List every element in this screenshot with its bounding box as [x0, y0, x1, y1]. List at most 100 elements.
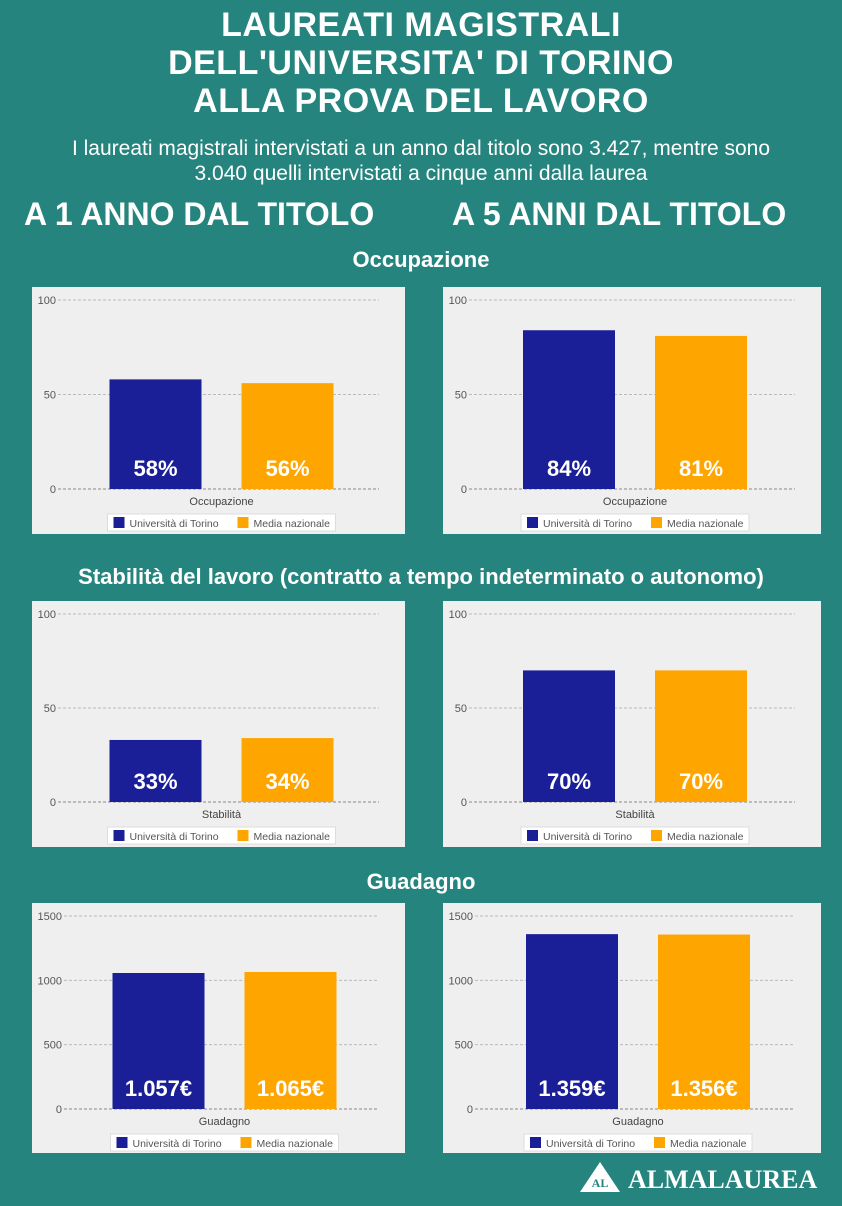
section-title-guadagno: Guadagno [366, 869, 476, 894]
bar-torino [526, 934, 618, 1109]
y-tick-label: 50 [44, 703, 56, 715]
legend-torino-label: Università di Torino [130, 831, 219, 843]
bar-nazionale [655, 670, 747, 802]
x-axis-label: Stabilità [202, 809, 242, 821]
section-title-stabilita: Stabilità del lavoro (contratto a tempo … [78, 564, 764, 589]
x-axis-label: Guadagno [612, 1116, 663, 1128]
almalaurea-logo: AL ALMALAUREA [580, 1162, 817, 1194]
y-tick-label: 0 [56, 1104, 62, 1116]
column-heading-5-years: A 5 ANNI DAL TITOLO [452, 196, 787, 232]
y-tick-label: 1000 [449, 975, 473, 987]
legend-torino-label: Università di Torino [133, 1138, 222, 1150]
page-subtitle: I laureati magistrali intervistati a un … [0, 136, 842, 186]
subtitle-line-2: 3.040 quelli intervistati a cinque anni … [194, 162, 648, 185]
bar-value-label: 56% [265, 456, 309, 481]
y-tick-label: 1500 [38, 911, 62, 923]
legend-nazionale-label: Media nazionale [667, 518, 744, 530]
chart-stabilita-1-anno: 0 50 100 33% 34% Stabilità Università di Torin… [32, 601, 405, 847]
bar-value-label: 1.057€ [125, 1076, 192, 1101]
chart-svg: 0 500 1000 1500 1.359€ 1.356€ Guadagno Universi… [449, 911, 795, 1152]
legend-nazionale-label: Media nazionale [254, 831, 331, 843]
y-tick-label: 500 [44, 1040, 62, 1052]
legend-nazionale-label: Media nazionale [667, 831, 744, 843]
y-tick-label: 0 [50, 797, 56, 809]
legend-torino-label: Università di Torino [543, 831, 632, 843]
bar-value-label: 33% [133, 769, 177, 794]
bar-value-label: 1.065€ [257, 1076, 324, 1101]
legend-box [520, 513, 750, 532]
y-tick-label: 100 [38, 609, 56, 621]
legend-box [110, 1133, 339, 1152]
chart-guadagno-1-anno: 0 500 1000 1500 1.057€ 1.065€ Guadagno Universi… [32, 903, 405, 1153]
bar-nazionale [655, 335, 747, 489]
bar-value-label: 1.356€ [670, 1076, 737, 1101]
bar-torino [109, 379, 202, 489]
logo-mark: AL [592, 1176, 609, 1190]
y-tick-label: 100 [449, 295, 467, 307]
legend-nazionale-swatch [237, 517, 249, 528]
bar-value-label: 70% [547, 769, 591, 794]
y-tick-label: 50 [455, 703, 467, 715]
bar-value-label: 84% [547, 456, 591, 481]
subtitle-line-1: I laureati magistrali intervistati a un … [71, 137, 771, 160]
legend-torino-label: Università di Torino [546, 1138, 635, 1150]
legend-nazionale-label: Media nazionale [670, 1138, 747, 1150]
legend-torino-label: Università di Torino [543, 518, 632, 530]
bar-nazionale [244, 971, 337, 1109]
legend-torino-swatch [116, 1137, 128, 1148]
chart-svg: 0 50 100 70% 70% Stabilità Università di Torin… [449, 609, 795, 845]
legend-box [520, 826, 750, 845]
title-line-2: DELL'UNIVERSITA' DI TORINO [168, 44, 674, 82]
title-line-3: ALLA PROVA DEL LAVORO [193, 82, 649, 120]
bar-nazionale [241, 738, 334, 802]
title-line-1: LAUREATI MAGISTRALI [221, 6, 621, 44]
bar-value-label: 81% [679, 456, 723, 481]
y-tick-label: 0 [467, 1104, 473, 1116]
bar-value-label: 1.359€ [538, 1076, 605, 1101]
y-tick-label: 0 [50, 484, 56, 496]
legend-box [107, 826, 336, 845]
chart-svg: 0 50 100 58% 56% Occupazione Università di Tor… [38, 295, 379, 532]
legend-nazionale-label: Media nazionale [257, 1138, 334, 1150]
chart-svg: 0 50 100 84% 81% Occupazione Università di Tor… [449, 295, 795, 532]
chart-svg: 0 50 100 33% 34% Stabilità Università di Torin… [38, 609, 379, 845]
y-tick-label: 50 [44, 390, 56, 402]
legend-nazionale-label: Media nazionale [254, 518, 331, 530]
chart-occupazione-5-anni: 0 50 100 84% 81% Occupazione Università di Tor… [443, 287, 821, 534]
bar-torino [523, 330, 615, 489]
bar-torino [523, 670, 615, 802]
legend-box [523, 1133, 753, 1152]
x-axis-label: Guadagno [199, 1116, 250, 1128]
y-tick-label: 500 [455, 1040, 473, 1052]
x-axis-label: Occupazione [189, 496, 253, 508]
legend-torino-swatch [527, 517, 538, 528]
x-axis-label: Occupazione [603, 496, 667, 508]
logo-triangle-icon [580, 1162, 620, 1192]
page-title: LAUREATI MAGISTRALI DELL'UNIVERSITA' DI … [0, 6, 842, 120]
legend-nazionale-swatch [651, 830, 662, 841]
legend-nazionale-swatch [651, 517, 662, 528]
bar-value-label: 70% [679, 769, 723, 794]
legend-nazionale-swatch [240, 1137, 252, 1148]
y-tick-label: 1000 [38, 975, 62, 987]
legend-torino-swatch [527, 830, 538, 841]
legend-torino-swatch [530, 1137, 541, 1148]
y-tick-label: 50 [455, 390, 467, 402]
chart-occupazione-1-anno: 0 50 100 58% 56% Occupazione Università di Tor… [32, 287, 405, 534]
chart-stabilita-5-anni: 0 50 100 70% 70% Stabilità Università di Torin… [443, 601, 821, 847]
column-heading-1-year: A 1 ANNO DAL TITOLO [24, 196, 375, 232]
legend-torino-swatch [113, 830, 125, 841]
section-title-occupazione: Occupazione [352, 247, 490, 272]
legend-nazionale-swatch [654, 1137, 665, 1148]
legend-torino-label: Università di Torino [130, 518, 219, 530]
chart-guadagno-5-anni: 0 500 1000 1500 1.359€ 1.356€ Guadagno Universi… [443, 903, 821, 1153]
bar-value-label: 34% [265, 769, 309, 794]
bar-nazionale [658, 934, 750, 1109]
bar-torino [109, 739, 202, 802]
y-tick-label: 100 [449, 609, 467, 621]
y-tick-label: 100 [38, 295, 56, 307]
y-tick-label: 0 [461, 484, 467, 496]
y-tick-label: 1500 [449, 911, 473, 923]
y-tick-label: 0 [461, 797, 467, 809]
x-axis-label: Stabilità [615, 809, 655, 821]
